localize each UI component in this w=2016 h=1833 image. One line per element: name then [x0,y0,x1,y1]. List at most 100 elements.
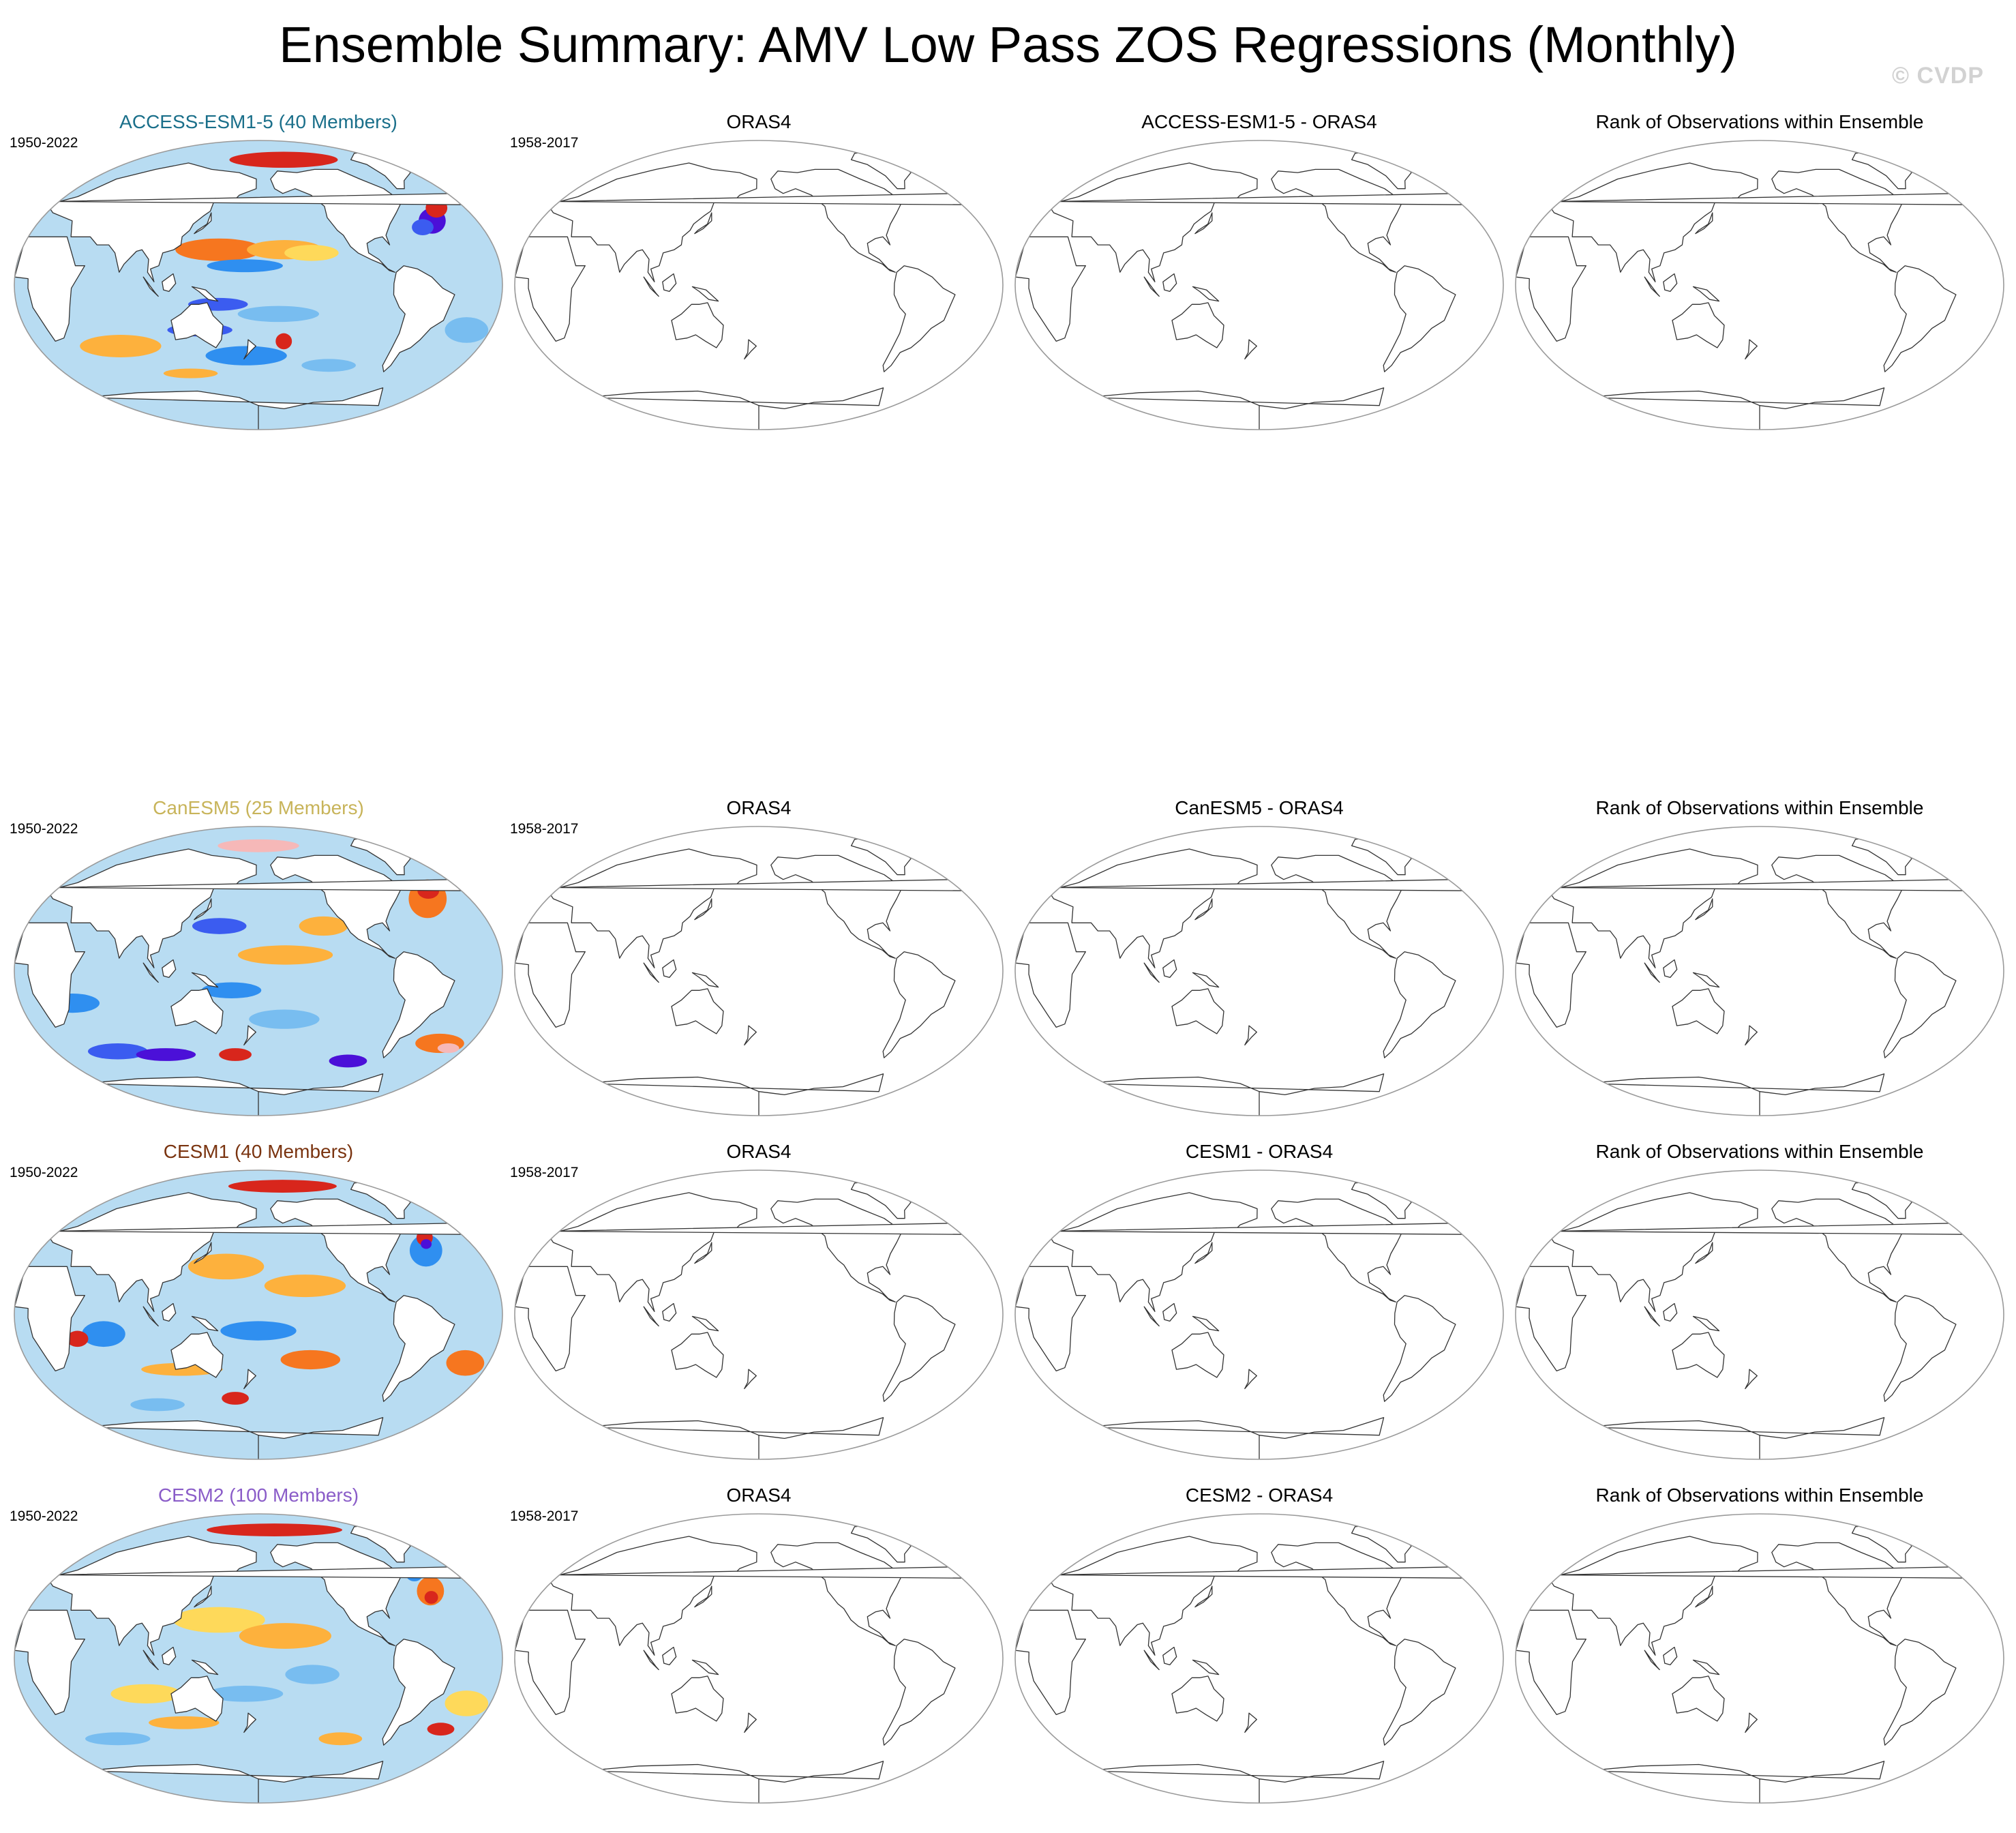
coastline-new-zealand [1244,1369,1257,1390]
coastline-antarctica [1085,387,1385,430]
coastline-indonesia-b [662,273,677,293]
blank-world-map [514,826,1004,1116]
coastline-indonesia-b [1663,273,1678,293]
coastline-australia [1171,1675,1224,1722]
map-border [514,826,1004,1116]
map-border [1014,1513,1504,1804]
coastline-north-america [1271,168,1403,273]
coastline-africa-east [1015,1609,1086,1716]
regression-anomaly [222,1392,249,1405]
coastline-indonesia-b [162,273,177,293]
coastline-australia [671,1332,724,1378]
regression-anomaly [110,1684,181,1703]
coastline-japan [1194,212,1213,235]
coastline-new-zealand [1244,1025,1257,1046]
coastline-australia [170,1675,224,1722]
coastline-africa-east [14,922,85,1028]
coastline-indonesia-b [662,1646,677,1666]
coastline-indonesia-a [1644,962,1660,983]
coastline-japan [194,1242,212,1264]
model-panel: CESM2 (100 Members) 1950-2022 [10,1482,507,1804]
coastline-indonesia-a [643,1306,659,1327]
coastline-indonesia-a [1143,276,1160,297]
coastline-japan [1695,1585,1713,1608]
coastline-new-guinea [1692,972,1720,988]
coastline-asia-east [46,848,257,968]
coastline-australia [170,302,224,348]
coastline-asia-east [1548,848,1758,968]
regression-anomaly [220,1321,297,1341]
panel-title: ORAS4 [726,111,792,132]
panel-title: ORAS4 [726,797,792,818]
regression-anomaly [280,1350,341,1370]
coastline-japan [1695,898,1713,921]
coastline-indonesia-a [142,1306,159,1327]
coastline-new-zealand [1745,339,1758,360]
coastline-australia [1672,988,1725,1034]
regression-anomaly [192,918,247,934]
regression-anomaly [299,916,348,936]
page-title: Ensemble Summary: AMV Low Pass ZOS Regre… [279,16,1737,73]
coastline-antarctica [1586,1073,1885,1116]
coastline-africa-east [14,1609,85,1716]
regression-anomaly [229,151,338,168]
regression-anomaly [239,1623,332,1649]
rank-panel: Rank of Observations within Ensemble [1511,1139,2009,1460]
rank-panel: Rank of Observations within Ensemble [1511,109,2009,430]
panel-title: ACCESS-ESM1-5 - ORAS4 [1141,111,1377,132]
coastline-antarctica [585,1761,884,1803]
coastline-south-america [882,1639,956,1746]
coastline-south-america [1383,265,1456,372]
regression-anomaly [82,1321,125,1347]
model-regression-map [14,140,503,430]
coastline-antarctica [585,387,884,430]
coastline-africa-east [1015,922,1086,1028]
coastline-australia [1672,1332,1725,1378]
panel-title: Rank of Observations within Ensemble [1595,1141,1924,1162]
map-border [14,1513,503,1804]
coastline-asia-east [547,848,757,968]
coastline-indonesia-b [1162,1302,1177,1322]
coastline-asia-east [1047,848,1258,968]
coastline-indonesia-b [662,1302,677,1322]
coastline-antarctica [1586,1761,1885,1803]
coastline-new-guinea [691,1659,719,1675]
coastline-new-guinea [1692,286,1720,302]
coastline-new-guinea [1692,1315,1720,1332]
coastline-australia [671,988,724,1034]
coastline-africa-east [14,1266,85,1372]
regression-anomaly [217,839,299,852]
blank-world-map [1515,140,2004,430]
coastline-new-guinea [1192,972,1220,988]
coastline-japan [694,1585,712,1608]
coastline-north-america [1271,1198,1403,1302]
coastline-indonesia-b [1663,1302,1678,1322]
blank-world-map [1014,1513,1504,1804]
panel-title: CanESM5 - ORAS4 [1175,797,1344,818]
model-regression-map [14,826,503,1116]
coastline-north-america [770,1542,903,1646]
coastline-south-america [1883,951,1957,1058]
coastline-north-america [1771,854,1904,959]
coastline-indonesia-a [1143,962,1160,983]
regression-anomaly [249,1009,320,1029]
coastline-south-america [382,1639,455,1746]
map-border [1014,140,1504,430]
map-border [14,1169,503,1460]
regression-anomaly [301,359,356,372]
blank-world-map [1014,826,1504,1116]
panel-title: CanESM5 (25 Members) [153,797,364,818]
coastline-asia-east [547,162,757,282]
panel-years: 1950-2022 [10,1165,78,1180]
regression-anomaly [427,1723,455,1736]
coastline-south-america [1383,1639,1456,1746]
coastline-indonesia-b [1162,959,1177,979]
map-border [1515,140,2004,430]
blank-world-map [1515,1513,2004,1804]
coastline-africa-east [515,922,586,1028]
coastline-new-zealand [1745,1712,1758,1733]
coastline-australia [671,302,724,348]
panel-title: Rank of Observations within Ensemble [1595,1485,1924,1506]
coastline-indonesia-b [662,959,677,979]
coastline-south-america [882,951,956,1058]
